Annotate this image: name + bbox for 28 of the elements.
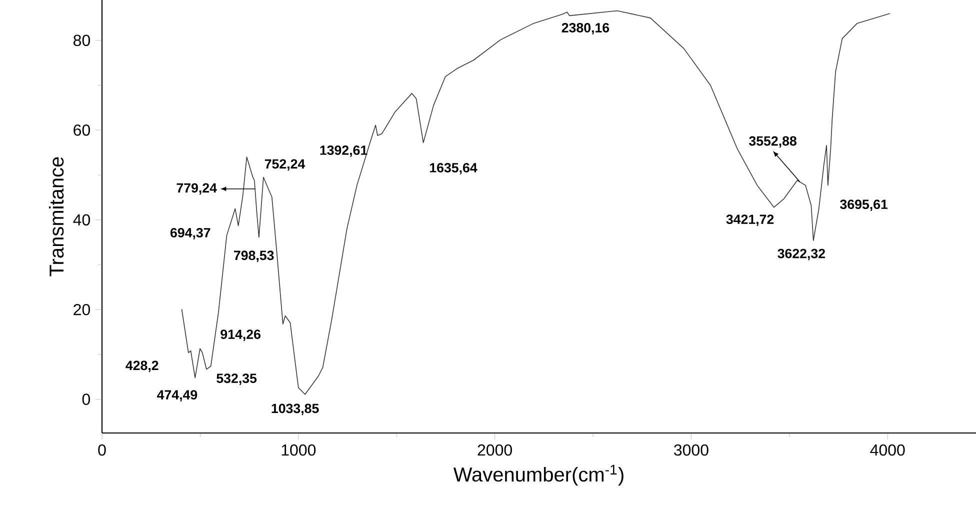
y-tick-label: 40 bbox=[73, 214, 90, 226]
annotation: 779,24 bbox=[176, 183, 217, 195]
x-tick-label: 4000 bbox=[870, 444, 905, 456]
annotation: 752,24 bbox=[264, 159, 306, 171]
annotation: 474,49 bbox=[157, 390, 198, 402]
x-tick-label: 2000 bbox=[478, 444, 512, 456]
annotation: 914,26 bbox=[220, 330, 260, 341]
y-tick-label: 60 bbox=[74, 124, 90, 136]
annotation: 3552,88 bbox=[749, 136, 796, 148]
y-tick-label: 80 bbox=[74, 34, 90, 46]
annotation: 3695,61 bbox=[840, 200, 888, 211]
y-tick-label: 0 bbox=[82, 394, 90, 405]
x-axis-title: Wavenumber(cm$^{-1}$) bbox=[453, 464, 624, 486]
annotation: 532,35 bbox=[216, 374, 257, 385]
annotation: 694,37 bbox=[170, 228, 210, 240]
annotation: 1033,85 bbox=[272, 404, 319, 416]
annotation: 3421,72 bbox=[726, 214, 774, 226]
x-tick-label: 1000 bbox=[282, 444, 316, 456]
annotation: 2380,16 bbox=[562, 23, 610, 34]
annotation: 1635,64 bbox=[430, 162, 478, 174]
y-tick-label: 20 bbox=[74, 304, 90, 316]
x-tick-label: 3000 bbox=[674, 444, 708, 456]
annotation: 428,2 bbox=[126, 360, 158, 372]
y-axis-title: Transmitance bbox=[48, 157, 64, 276]
annotation: 1392,61 bbox=[320, 145, 368, 157]
annotation: 3622,32 bbox=[778, 248, 825, 260]
x-tick-label: 0 bbox=[98, 444, 106, 456]
annotation: 798,53 bbox=[234, 250, 274, 262]
